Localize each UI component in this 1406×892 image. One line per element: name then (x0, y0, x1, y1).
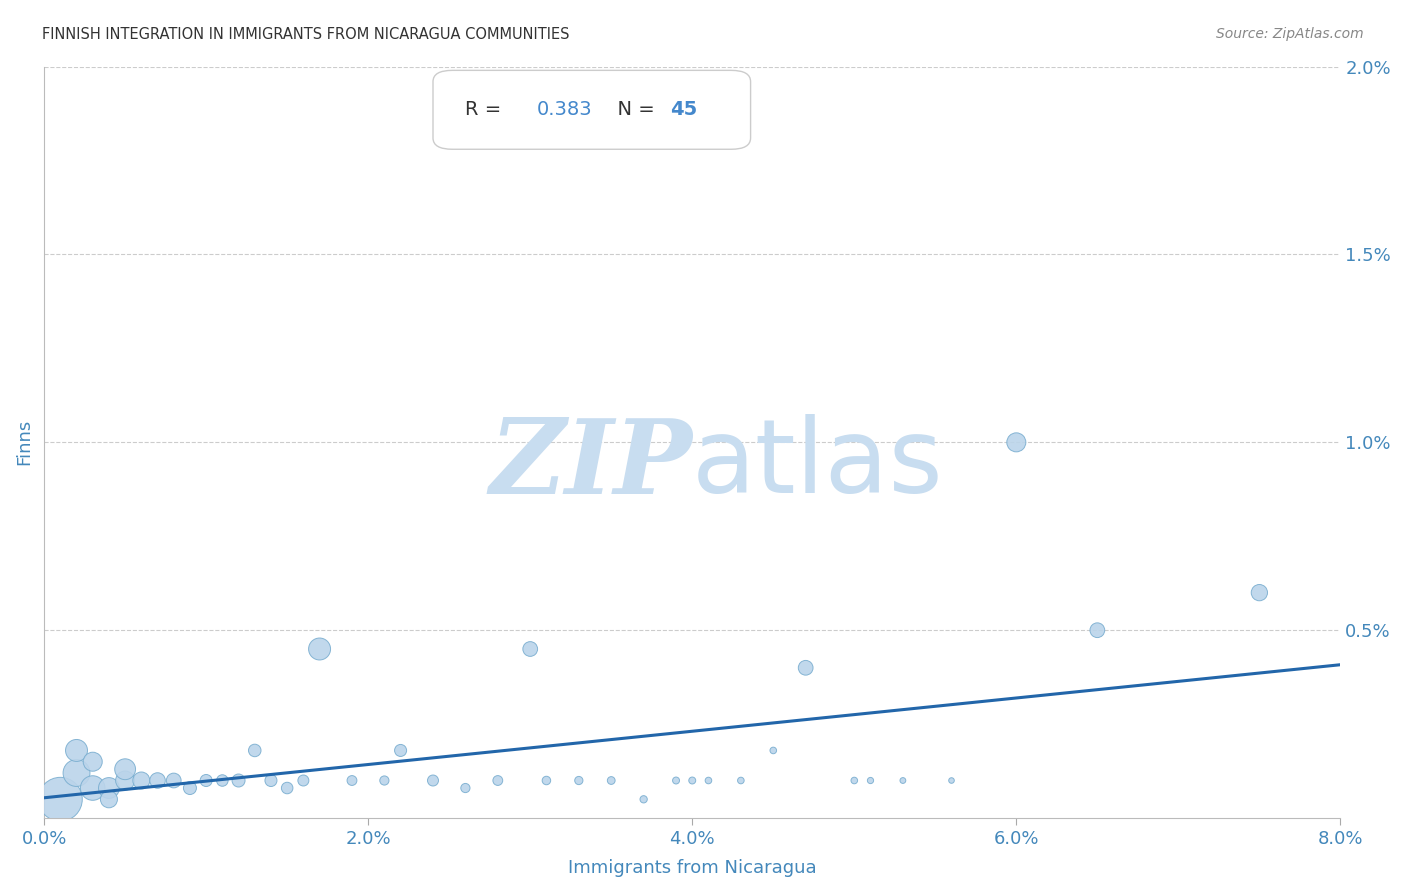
Point (179, 780, 201, 795)
Point (633, 792, 655, 806)
Text: ZIP: ZIP (489, 414, 692, 516)
Y-axis label: Finns: Finns (15, 419, 32, 466)
Point (211, 773, 233, 788)
Point (941, 773, 963, 788)
Text: 45: 45 (671, 100, 697, 120)
FancyBboxPatch shape (433, 70, 751, 149)
Point (486, 773, 509, 788)
Point (243, 743, 266, 757)
Text: N =: N = (606, 100, 661, 120)
Point (195, 773, 218, 788)
Point (114, 773, 136, 788)
Point (730, 773, 752, 788)
Point (600, 773, 623, 788)
Point (260, 773, 283, 788)
Point (97, 792, 120, 806)
Point (519, 642, 541, 657)
Text: 0.383: 0.383 (537, 100, 592, 120)
Point (146, 773, 169, 788)
Point (844, 773, 866, 788)
Point (891, 773, 914, 788)
Point (1005, 435, 1028, 450)
Point (340, 773, 363, 788)
Point (65, 766, 87, 780)
Point (49, 792, 72, 806)
Point (697, 773, 720, 788)
Point (163, 773, 186, 788)
Point (97, 780, 120, 795)
Point (228, 773, 250, 788)
Text: atlas: atlas (692, 415, 943, 516)
Point (276, 780, 298, 795)
Point (389, 743, 412, 757)
Point (65, 743, 87, 757)
Point (1085, 624, 1108, 638)
Point (114, 762, 136, 776)
Point (794, 661, 817, 675)
Point (762, 743, 785, 757)
Point (568, 773, 591, 788)
Point (681, 773, 703, 788)
X-axis label: Immigrants from Nicaragua: Immigrants from Nicaragua (568, 859, 817, 877)
Point (1249, 585, 1271, 599)
Point (308, 642, 330, 657)
Point (454, 780, 477, 795)
Point (82, 780, 104, 795)
Point (292, 773, 315, 788)
Point (131, 773, 153, 788)
Text: FINNISH INTEGRATION IN IMMIGRANTS FROM NICARAGUA COMMUNITIES: FINNISH INTEGRATION IN IMMIGRANTS FROM N… (42, 27, 569, 42)
Point (373, 773, 395, 788)
Point (536, 773, 558, 788)
Point (859, 773, 882, 788)
Point (82, 755, 104, 769)
Text: R =: R = (465, 100, 508, 120)
Point (665, 773, 688, 788)
Point (422, 773, 444, 788)
Text: Source: ZipAtlas.com: Source: ZipAtlas.com (1216, 27, 1364, 41)
